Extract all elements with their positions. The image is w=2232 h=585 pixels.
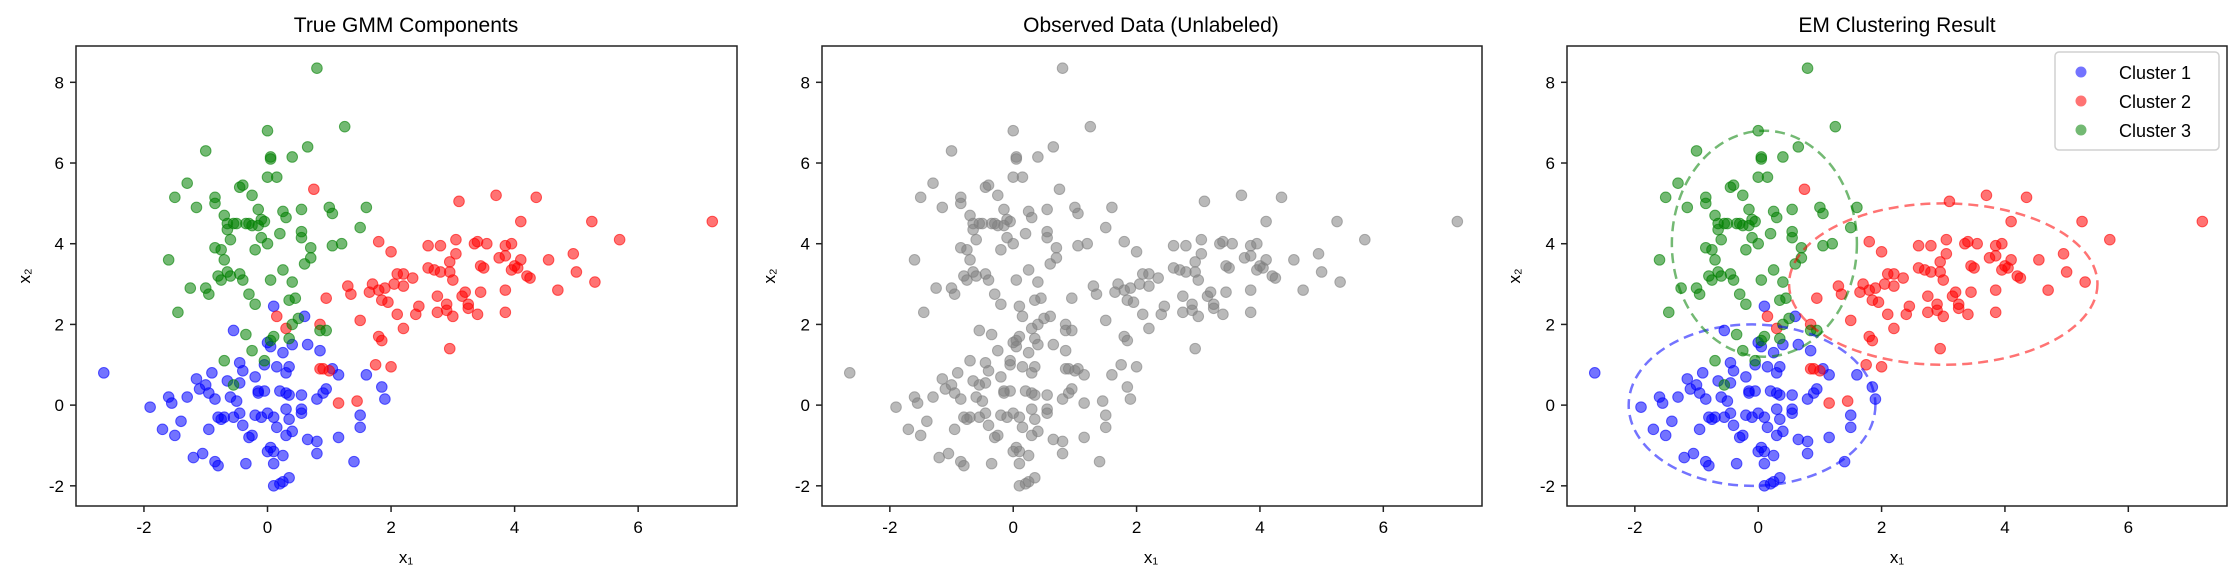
scatter-series: [1588, 300, 1882, 492]
x-tick-label: 2: [1877, 518, 1886, 537]
axes-frame: [1566, 45, 2228, 507]
scatter-series: [270, 183, 719, 409]
y-tick-label: -2: [1540, 477, 1555, 496]
plot-area: -2 0 2 4 6 -2 0 2 4 6 8: [1540, 45, 2228, 537]
y-tick-label: 6: [55, 154, 64, 173]
x-tick-label: 4: [1255, 518, 1264, 537]
legend-marker-cluster-1: [2075, 66, 2087, 78]
scatter-series: [162, 62, 373, 391]
y-tick-label: 4: [1546, 235, 1555, 254]
x-tick-label: 0: [1008, 518, 1017, 537]
x-tick-label: 2: [1132, 518, 1141, 537]
y-tick-label: -2: [49, 477, 64, 496]
x-tick-label: -2: [1627, 518, 1642, 537]
plot-area: -2 0 2 4 6 -2 0 2 4 6 8: [49, 45, 738, 537]
panel-title: True GMM Components: [294, 14, 518, 37]
panel-true-gmm: True GMM Components x₁ x₂ -2 0 2 4 6 -2 0 2 4 6 8: [15, 14, 738, 567]
y-tick-label: 8: [801, 73, 810, 92]
axes-frame: [75, 45, 738, 507]
panel-title: Observed Data (Unlabeled): [1023, 14, 1279, 37]
y-axis-label: x₂: [15, 268, 34, 283]
x-tick-label: 0: [1753, 518, 1762, 537]
x-tick-label: 6: [1379, 518, 1388, 537]
y-tick-label: 0: [55, 396, 64, 415]
x-tick-label: 2: [386, 518, 395, 537]
legend-label-cluster-2: Cluster 2: [2119, 92, 2191, 112]
legend-marker-cluster-2: [2075, 95, 2087, 107]
scatter-series: [843, 62, 1464, 492]
covariance-ellipse: [1670, 129, 1859, 358]
y-tick-label: 2: [801, 315, 810, 334]
x-tick-label: 6: [2124, 518, 2133, 537]
axes-frame: [821, 45, 1483, 507]
x-tick-label: 0: [263, 518, 272, 537]
panel-observed-data: Observed Data (Unlabeled) x₁ x₂ -2 0 2 4 6-2…: [760, 14, 1483, 567]
scatter-series: [97, 300, 391, 492]
covariance-ellipse: [1787, 202, 2099, 367]
y-tick-label: 4: [801, 235, 810, 254]
scatter-series: [1761, 183, 2209, 409]
panel-em-result: EM Clustering Result x₁ x₂ -2 0 2 4 6 -2 0 2 4 6 8…: [1505, 14, 2228, 567]
y-tick-label: 2: [55, 315, 64, 334]
x-tick-label: -2: [136, 518, 151, 537]
legend-label-cluster-3: Cluster 3: [2119, 121, 2191, 141]
y-tick-label: 0: [1546, 396, 1555, 415]
scatter-series: [1653, 62, 1863, 391]
legend-marker-cluster-3: [2075, 124, 2087, 136]
legend-label-cluster-1: Cluster 1: [2119, 63, 2191, 83]
x-tick-label: 6: [633, 518, 642, 537]
y-tick-label: 8: [1546, 73, 1555, 92]
y-tick-label: 4: [55, 235, 64, 254]
y-tick-label: 6: [1546, 154, 1555, 173]
x-tick-label: 4: [2000, 518, 2009, 537]
x-tick-label: 4: [510, 518, 519, 537]
y-tick-label: 0: [801, 396, 810, 415]
panel-title: EM Clustering Result: [1798, 14, 1995, 37]
x-axis-label: x₁: [1890, 548, 1905, 567]
x-axis-label: x₁: [399, 548, 414, 567]
y-axis-label: x₂: [760, 268, 779, 283]
y-tick-label: 2: [1546, 315, 1555, 334]
y-tick-label: 6: [801, 154, 810, 173]
x-tick-label: -2: [882, 518, 897, 537]
covariance-ellipse: [1627, 323, 1877, 488]
plot-area: -2 0 2 4 6 -2 0 2 4 6 8: [795, 45, 1483, 537]
y-tick-label: 8: [55, 73, 64, 92]
y-tick-label: -2: [795, 477, 810, 496]
x-axis-label: x₁: [1144, 548, 1159, 567]
y-axis-label: x₂: [1505, 268, 1524, 283]
legend: Cluster 1 Cluster 2 Cluster 3: [2054, 51, 2220, 151]
